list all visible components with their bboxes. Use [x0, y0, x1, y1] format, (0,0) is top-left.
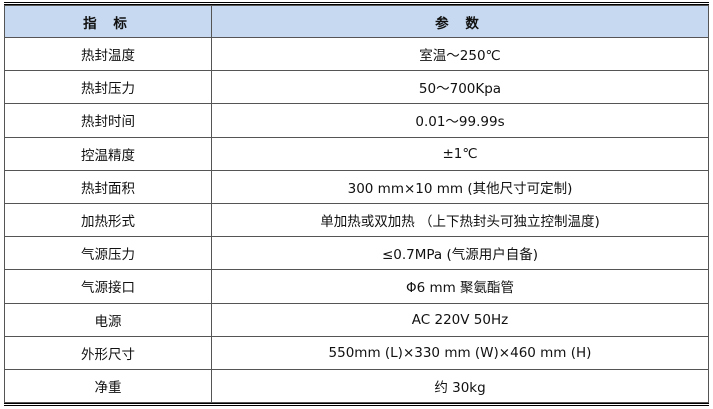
indicator-cell: 气源压力 [4, 236, 212, 271]
parameter-cell: 单加热或双加热 （上下热封头可独立控制温度) [211, 202, 709, 238]
indicator-cell: 热封温度 [4, 36, 212, 72]
table-row: 热封温度 室温～250℃ [4, 36, 709, 72]
header-row: 指 标 参 数 [4, 5, 709, 38]
spec-table-container: 指 标 参 数 热封温度 室温～250℃ 热封压力 50～700Kpa 热封时间 0.01… [4, 2, 709, 407]
indicator-cell: 控温精度 [4, 136, 212, 171]
parameter-cell: ±1℃ [211, 136, 709, 171]
table-row: 电源 AC 220V 50Hz [4, 302, 709, 337]
table-row: 热封压力 50～700Kpa [4, 70, 709, 105]
parameter-cell: 室温～250℃ [211, 36, 709, 72]
parameter-cell: 约 30kg [211, 368, 709, 404]
table-row: 净重约 30kg [4, 368, 709, 404]
table-row: 控温精度 ±1℃ [4, 136, 709, 171]
indicator-cell: 加热形式 [4, 202, 212, 238]
indicator-cell: 净重 [4, 368, 212, 404]
parameter-cell: AC 220V 50Hz [211, 302, 709, 337]
table-row: 加热形式 单加热或双加热 （上下热封头可独立控制温度) [4, 202, 709, 238]
parameter-cell: 550mm (L)×330 mm (W)×460 mm (H) [211, 335, 709, 370]
table-row: 热封面积 300 mm×10 mm (其他尺寸可定制) [4, 169, 709, 204]
indicator-cell: 气源接口 [4, 269, 212, 304]
parameter-cell: ≤0.7MPa (气源用户自备) [211, 236, 709, 271]
header-parameter: 参 数 [211, 5, 709, 38]
header-indicator: 指 标 [4, 5, 212, 38]
indicator-cell: 热封面积 [4, 169, 212, 204]
indicator-cell: 热封时间 [4, 103, 212, 138]
table-row: 气源接口 Φ6 mm 聚氨酯管 [4, 269, 709, 304]
parameter-cell: Φ6 mm 聚氨酯管 [211, 269, 709, 304]
table-row: 热封时间 0.01～99.99s [4, 103, 709, 138]
table-row: 气源压力 ≤0.7MPa (气源用户自备) [4, 236, 709, 271]
parameter-cell: 50～700Kpa [211, 70, 709, 105]
indicator-cell: 热封压力 [4, 70, 212, 105]
indicator-cell: 电源 [4, 302, 212, 337]
table-row: 外形尺寸 550mm (L)×330 mm (W)×460 mm (H) [4, 335, 709, 370]
spec-table: 指 标 参 数 热封温度 室温～250℃ 热封压力 50～700Kpa 热封时间 0.01… [4, 5, 709, 404]
parameter-cell: 300 mm×10 mm (其他尺寸可定制) [211, 169, 709, 204]
indicator-cell: 外形尺寸 [4, 335, 212, 370]
parameter-cell: 0.01～99.99s [211, 103, 709, 138]
